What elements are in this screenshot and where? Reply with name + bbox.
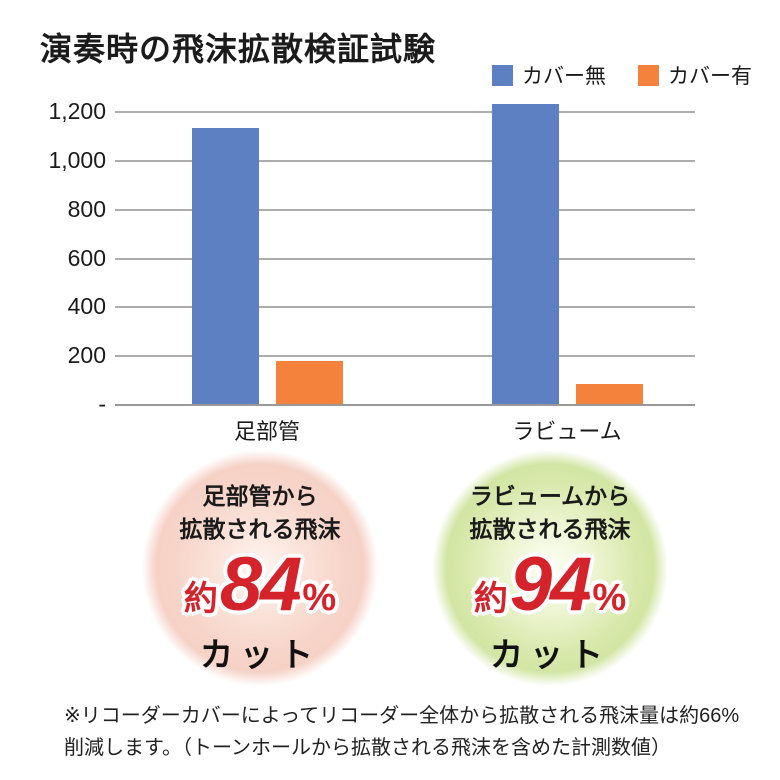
bar-no-cover-1	[491, 103, 559, 404]
badge-line2: 拡散される飛沫	[469, 516, 631, 542]
gridline	[115, 355, 695, 358]
percent-value: 94	[509, 542, 593, 627]
badge-line1: ラビュームから	[469, 483, 631, 509]
y-tick-label: 200	[67, 342, 106, 369]
stat-badge-labium: ラビュームから 拡散される飛沫 約 94% カット	[432, 450, 668, 686]
legend-item-0: カバー無	[492, 60, 606, 90]
gridline	[115, 111, 695, 113]
legend-item-1: カバー有	[638, 60, 752, 90]
approx-label: 約	[473, 580, 508, 618]
bar-with-cover-0	[275, 361, 343, 404]
percent-value: 84	[219, 542, 303, 627]
x-category-label: ラビューム	[512, 419, 622, 444]
y-tick-label: -	[98, 391, 106, 417]
legend-swatch-icon	[638, 64, 659, 86]
y-axis-labels: 1,200 1,000 800 600 400 200 -	[0, 98, 106, 417]
gridline	[115, 208, 695, 211]
y-tick-label: 1,000	[48, 146, 106, 173]
badge-percent-row: 約 84%	[183, 542, 337, 627]
chart-legend: カバー無 カバー有	[492, 60, 752, 90]
stat-badge-foot-joint: 足部管から 拡散される飛沫 約 84% カット	[142, 450, 378, 686]
percent-unit: %	[592, 577, 627, 619]
legend-label: カバー有	[668, 65, 752, 88]
x-axis-baseline	[115, 404, 695, 406]
percent-unit: %	[302, 577, 337, 619]
y-tick-label: 400	[67, 293, 106, 320]
x-category-label: 足部管	[233, 419, 300, 444]
legend-swatch-icon	[492, 64, 513, 86]
badge-percent-row: 約 94%	[473, 542, 627, 627]
y-tick-label: 600	[67, 244, 106, 271]
badge-cut-label: カット	[200, 636, 320, 673]
bar-with-cover-1	[575, 384, 643, 404]
page-title: 演奏時の飛沫拡散検証試験	[40, 31, 437, 67]
gridline	[115, 257, 695, 260]
gridline	[115, 159, 695, 162]
badge-line2: 拡散される飛沫	[179, 516, 341, 542]
plot-area: 足部管 ラビューム	[115, 103, 695, 444]
legend-label: カバー無	[522, 65, 606, 88]
y-tick-label: 800	[67, 195, 106, 222]
y-tick-label: 1,200	[48, 98, 106, 124]
bar-no-cover-0	[191, 128, 259, 404]
badge-line1: 足部管から	[202, 483, 318, 509]
gridline	[115, 306, 695, 309]
badge-cut-label: カット	[490, 636, 610, 673]
footnote: ※リコーダーカバーによってリコーダー全体から拡散される飛沫量は約66% 削減しま…	[64, 705, 740, 759]
approx-label: 約	[183, 580, 218, 618]
